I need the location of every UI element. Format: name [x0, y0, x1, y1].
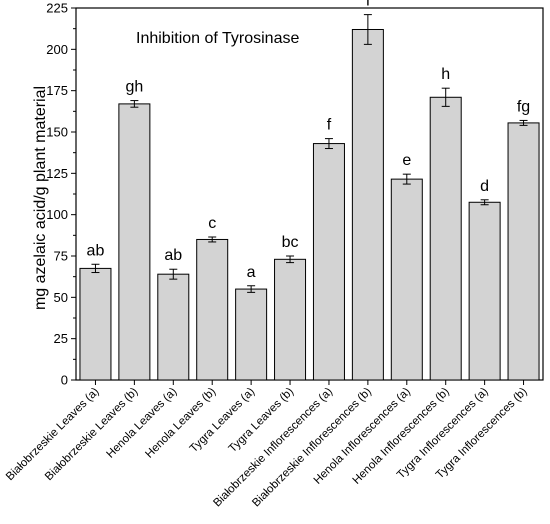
significance-label: gh: [125, 79, 143, 96]
y-tick-label: 225: [46, 1, 68, 16]
significance-label: bc: [282, 234, 299, 251]
x-category-label: Henola Leaves (b): [143, 386, 218, 461]
bar: [157, 273, 190, 381]
significance-label: c: [208, 215, 216, 232]
y-tick-label: 100: [46, 207, 68, 222]
significance-label: fg: [517, 98, 530, 115]
significance-label: f: [327, 117, 332, 134]
significance-label: ab: [164, 247, 182, 264]
bar: [118, 103, 151, 381]
significance-label: h: [441, 66, 450, 83]
y-tick-label: 0: [61, 373, 68, 388]
significance-label: ab: [87, 242, 105, 259]
bar: [274, 258, 307, 381]
y-tick-label: 175: [46, 83, 68, 98]
y-tick-label: 150: [46, 125, 68, 140]
chart-title: Inhibition of Tyrosinase: [136, 30, 299, 47]
bar: [390, 178, 423, 381]
y-tick-label: 200: [46, 42, 68, 57]
bar: [351, 28, 384, 381]
bar: [507, 122, 540, 381]
significance-label: e: [402, 152, 411, 169]
y-tick-label: 25: [54, 331, 68, 346]
x-category-label: Henola Leaves (a): [104, 386, 179, 461]
significance-label: d: [480, 178, 489, 195]
bar: [235, 288, 268, 381]
bar: [312, 143, 345, 381]
y-tick-label: 125: [46, 166, 68, 181]
y-tick-label: 75: [54, 249, 68, 264]
bar: [429, 96, 462, 381]
significance-label: a: [247, 264, 256, 281]
y-axis-label: mg azelaic acid/g plant material: [32, 86, 49, 310]
significance-label: i: [366, 0, 370, 10]
bar: [196, 238, 229, 381]
bar: [468, 201, 501, 381]
bar: [79, 267, 112, 381]
y-tick-label: 50: [54, 290, 68, 305]
